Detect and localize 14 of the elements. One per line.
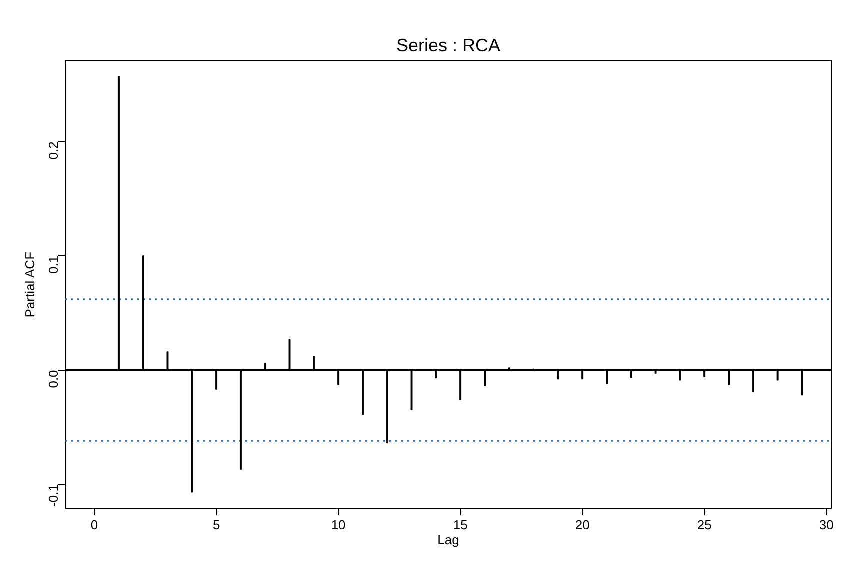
y-tick-label: 0.1 [46,256,61,274]
y-tick-label: 0.0 [46,370,61,388]
y-tick-label: -0.1 [46,484,61,507]
x-tick-label: 15 [453,518,468,532]
x-axis-title: Lag [438,532,460,548]
chart-title: Series : RCA [396,36,501,56]
y-tick-label: 0.2 [46,142,61,160]
x-tick-label: 25 [697,518,712,532]
x-tick-label: 10 [331,518,346,532]
x-tick-label: 5 [212,518,220,532]
x-tick-label: 20 [575,518,590,532]
x-tick-label: 0 [90,518,98,532]
x-tick-label: 30 [819,518,834,532]
y-axis-title: Partial ACF [22,252,38,318]
